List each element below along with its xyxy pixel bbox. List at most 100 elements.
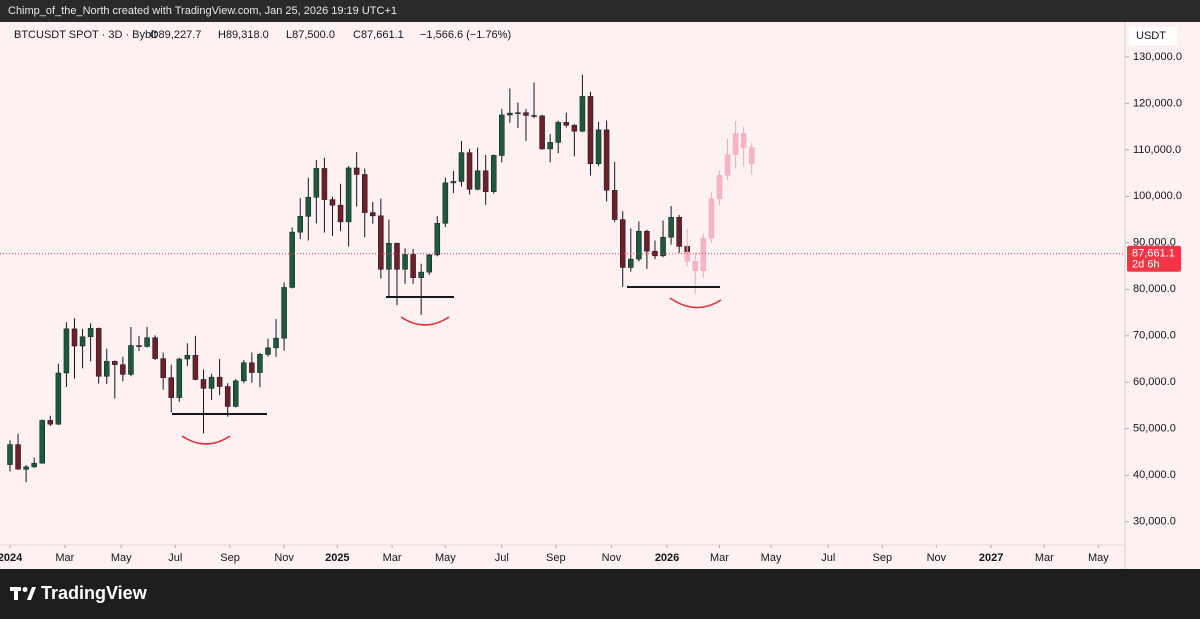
- x-tick-label: Jul: [168, 552, 182, 564]
- y-tick-label: 50,000.0: [1133, 423, 1176, 435]
- candle-body: [87, 328, 94, 337]
- ohlc-legend: O89,227.7 H89,318.0 L87,500.0 C87,661.1 −1,5…: [150, 29, 511, 41]
- candle-body: [168, 377, 174, 398]
- candle-body: [370, 212, 376, 217]
- attribution: Chimp_of_the_North created with TradingV…: [8, 5, 397, 17]
- candle-body: [337, 204, 344, 223]
- brand: TradingView: [41, 583, 148, 603]
- candle-body: [595, 129, 602, 165]
- candle-body: [297, 216, 303, 233]
- candle-body: [724, 154, 731, 176]
- candle-body: [676, 217, 682, 247]
- y-tick-label: 60,000.0: [1133, 376, 1176, 388]
- symbol: BTCUSDT SPOT · 3D · Bybit: [14, 29, 157, 41]
- candle-body: [39, 420, 45, 464]
- arc-annotation: [400, 316, 450, 326]
- logo-part: [14, 587, 18, 600]
- candle-body: [120, 364, 126, 375]
- y-tick-label: 110,000.0: [1133, 144, 1181, 156]
- x-tick-label: 2025: [325, 552, 349, 564]
- candle-body: [668, 217, 674, 238]
- logo-part: [22, 587, 28, 592]
- candle-body: [241, 362, 247, 382]
- candle-body: [112, 361, 118, 365]
- x-tick-label: Mar: [55, 552, 74, 564]
- candle-body: [692, 261, 699, 271]
- candle-body: [636, 230, 642, 260]
- x-tick-label: Nov: [274, 552, 294, 564]
- candle-body: [402, 254, 408, 270]
- candle-body: [482, 170, 489, 192]
- candle-body: [95, 328, 102, 377]
- legend-value: −1,566.6 (−1.76%): [420, 29, 511, 41]
- candle-body: [200, 379, 207, 389]
- top-bar: [0, 0, 1200, 22]
- candle-body: [15, 444, 21, 470]
- candle-body: [144, 337, 150, 347]
- candle-body: [79, 336, 86, 347]
- candle-body: [644, 230, 650, 252]
- candle-body: [305, 197, 312, 217]
- candle-body: [329, 199, 336, 206]
- candle-body: [442, 182, 449, 224]
- candle-body: [265, 347, 271, 355]
- candle-body: [466, 152, 473, 190]
- candle-body: [619, 219, 626, 268]
- candle-body: [281, 287, 287, 339]
- x-tick-label: Jul: [821, 552, 835, 564]
- x-tick-label: Nov: [927, 552, 947, 564]
- y-tick-label: 130,000.0: [1133, 51, 1182, 63]
- candle-body: [587, 96, 594, 165]
- candle-body: [321, 168, 328, 200]
- candle-body: [23, 466, 29, 470]
- candle-body: [732, 133, 739, 155]
- arc-annotation: [181, 435, 231, 445]
- candle-body: [571, 124, 578, 132]
- candle-body: [136, 345, 142, 347]
- candle-body: [7, 444, 13, 465]
- footer: [0, 569, 1200, 619]
- y-tick-label: 70,000.0: [1133, 330, 1176, 342]
- y-tick-label: 40,000.0: [1133, 469, 1176, 481]
- candle-body: [611, 190, 618, 220]
- y-tick-label: 30,000.0: [1133, 516, 1176, 528]
- candle-body: [507, 112, 513, 116]
- candle-body: [63, 328, 70, 374]
- candle-body: [708, 198, 715, 239]
- candle-body: [257, 354, 263, 373]
- x-tick-label: May: [1088, 552, 1109, 564]
- x-tick-label: May: [761, 552, 782, 564]
- candle-body: [490, 155, 497, 192]
- candle-body: [289, 231, 295, 288]
- candle-body: [716, 175, 723, 199]
- arc-annotation: [669, 297, 722, 309]
- candle-body: [426, 254, 432, 273]
- x-tick-label: 2026: [655, 552, 679, 564]
- candle-body: [378, 215, 384, 270]
- currency-box: [1129, 27, 1177, 45]
- candle-body: [531, 115, 537, 117]
- candle-body: [547, 142, 553, 150]
- x-tick-label: Mar: [710, 552, 729, 564]
- candle-body: [216, 376, 223, 387]
- candle-body: [579, 96, 586, 132]
- candle-body: [160, 358, 166, 378]
- candle-body: [184, 355, 191, 360]
- candle-body: [458, 152, 465, 182]
- candle-body: [740, 133, 747, 148]
- candle-body: [684, 251, 690, 262]
- legend-value: C87,661.1: [353, 29, 404, 41]
- candle-body: [700, 237, 707, 271]
- candle-body: [224, 386, 231, 407]
- legend-value: O89,227.7: [150, 29, 201, 41]
- candle-body: [523, 112, 529, 116]
- candle-body: [103, 361, 110, 377]
- last-price-box: [1127, 245, 1181, 272]
- candle-body: [152, 337, 158, 359]
- plot-background: [0, 22, 1200, 569]
- candle-body: [232, 380, 239, 407]
- candle-body: [418, 271, 424, 278]
- candle-body: [353, 167, 360, 175]
- candle-body: [394, 243, 400, 270]
